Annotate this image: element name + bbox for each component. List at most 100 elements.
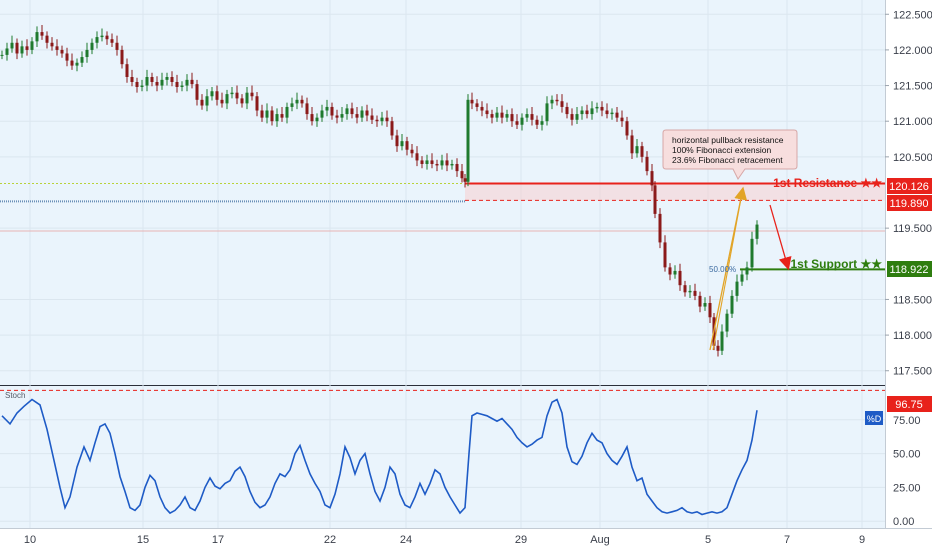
candle-body[interactable] xyxy=(155,81,159,86)
candle-body[interactable] xyxy=(735,281,739,296)
candle-body[interactable] xyxy=(100,35,104,38)
candle-body[interactable] xyxy=(740,274,744,282)
candle-body[interactable] xyxy=(540,121,544,125)
candle-body[interactable] xyxy=(295,99,299,104)
candle-body[interactable] xyxy=(590,108,594,115)
resistance-zone[interactable] xyxy=(465,183,885,201)
candle-body[interactable] xyxy=(230,92,234,95)
candle-body[interactable] xyxy=(405,141,409,150)
candle-body[interactable] xyxy=(435,163,439,166)
candle-body[interactable] xyxy=(425,160,429,164)
candle-body[interactable] xyxy=(683,285,687,293)
candle-body[interactable] xyxy=(525,114,529,118)
candle-body[interactable] xyxy=(560,101,564,107)
candle-body[interactable] xyxy=(20,46,24,54)
stoch-line[interactable] xyxy=(1,398,758,516)
candle-body[interactable] xyxy=(585,110,589,115)
candle-body[interactable] xyxy=(385,117,389,122)
candle-body[interactable] xyxy=(325,106,329,111)
candle-body[interactable] xyxy=(310,114,314,122)
candle-body[interactable] xyxy=(693,290,697,296)
candle-body[interactable] xyxy=(355,114,359,118)
candle-body[interactable] xyxy=(55,46,59,50)
candle-body[interactable] xyxy=(90,42,94,50)
candle-body[interactable] xyxy=(420,160,424,164)
candle-body[interactable] xyxy=(320,110,324,118)
candle-body[interactable] xyxy=(725,313,729,332)
candle-body[interactable] xyxy=(645,156,649,172)
candle-body[interactable] xyxy=(640,146,644,157)
candle-body[interactable] xyxy=(570,114,574,120)
candle-body[interactable] xyxy=(410,149,414,154)
candle-body[interactable] xyxy=(400,141,404,147)
candle-body[interactable] xyxy=(300,99,304,104)
candle-body[interactable] xyxy=(40,32,44,36)
candle-body[interactable] xyxy=(190,79,194,85)
candle-body[interactable] xyxy=(165,77,169,80)
candle-body[interactable] xyxy=(345,108,349,115)
candle-body[interactable] xyxy=(0,54,4,56)
candle-body[interactable] xyxy=(180,85,184,87)
candle-body[interactable] xyxy=(495,112,499,118)
candle-body[interactable] xyxy=(703,303,707,307)
candle-body[interactable] xyxy=(658,213,662,243)
candle-body[interactable] xyxy=(65,53,69,61)
candle-body[interactable] xyxy=(360,110,364,118)
candle-body[interactable] xyxy=(80,57,84,63)
candle-body[interactable] xyxy=(673,270,677,275)
candle-body[interactable] xyxy=(395,135,399,147)
candle-body[interactable] xyxy=(10,42,14,49)
candle-body[interactable] xyxy=(95,37,99,43)
candle-body[interactable] xyxy=(5,48,9,55)
candle-body[interactable] xyxy=(170,77,174,82)
candle-body[interactable] xyxy=(305,103,309,115)
stoch-indicator[interactable] xyxy=(1,398,758,516)
candle-body[interactable] xyxy=(265,110,269,118)
candle-body[interactable] xyxy=(505,114,509,118)
candle-body[interactable] xyxy=(575,114,579,120)
candle-body[interactable] xyxy=(75,62,79,66)
candle-body[interactable] xyxy=(260,110,264,118)
candle-body[interactable] xyxy=(200,99,204,106)
candle-body[interactable] xyxy=(45,35,49,43)
annotation-callout[interactable]: horizontal pullback resistance 100% Fibo… xyxy=(662,129,798,180)
candle-body[interactable] xyxy=(745,267,749,275)
callout-box[interactable] xyxy=(662,129,798,180)
candle-body[interactable] xyxy=(500,112,504,118)
candle-body[interactable] xyxy=(450,163,454,166)
candle-body[interactable] xyxy=(688,290,692,293)
candle-body[interactable] xyxy=(653,185,657,214)
candle-body[interactable] xyxy=(565,106,569,115)
candle-body[interactable] xyxy=(160,79,164,86)
candle-body[interactable] xyxy=(255,96,259,111)
candle-body[interactable] xyxy=(535,119,539,125)
candle-body[interactable] xyxy=(50,42,54,47)
candle-body[interactable] xyxy=(365,110,369,116)
candle-body[interactable] xyxy=(580,110,584,115)
candle-body[interactable] xyxy=(445,160,449,166)
candle-body[interactable] xyxy=(15,42,19,54)
candle-body[interactable] xyxy=(545,103,549,122)
candle-body[interactable] xyxy=(460,171,464,179)
candle-body[interactable] xyxy=(415,153,419,161)
candle-body[interactable] xyxy=(620,117,624,122)
candle-body[interactable] xyxy=(145,77,149,86)
candle-body[interactable] xyxy=(270,110,274,122)
candle-body[interactable] xyxy=(125,64,129,77)
candle-body[interactable] xyxy=(610,112,614,115)
candle-body[interactable] xyxy=(370,115,374,120)
candle-body[interactable] xyxy=(280,114,284,118)
candle-body[interactable] xyxy=(205,96,209,106)
fib-extension-line[interactable] xyxy=(712,192,743,351)
candle-body[interactable] xyxy=(335,115,339,118)
candle-body[interactable] xyxy=(30,41,34,50)
candle-body[interactable] xyxy=(663,242,667,268)
candle-body[interactable] xyxy=(600,106,604,111)
projection-arrow[interactable] xyxy=(769,204,792,271)
candle-body[interactable] xyxy=(625,121,629,136)
candle-body[interactable] xyxy=(195,84,199,100)
candle-body[interactable] xyxy=(520,117,524,125)
candle-body[interactable] xyxy=(755,224,759,239)
candle-body[interactable] xyxy=(275,114,279,122)
